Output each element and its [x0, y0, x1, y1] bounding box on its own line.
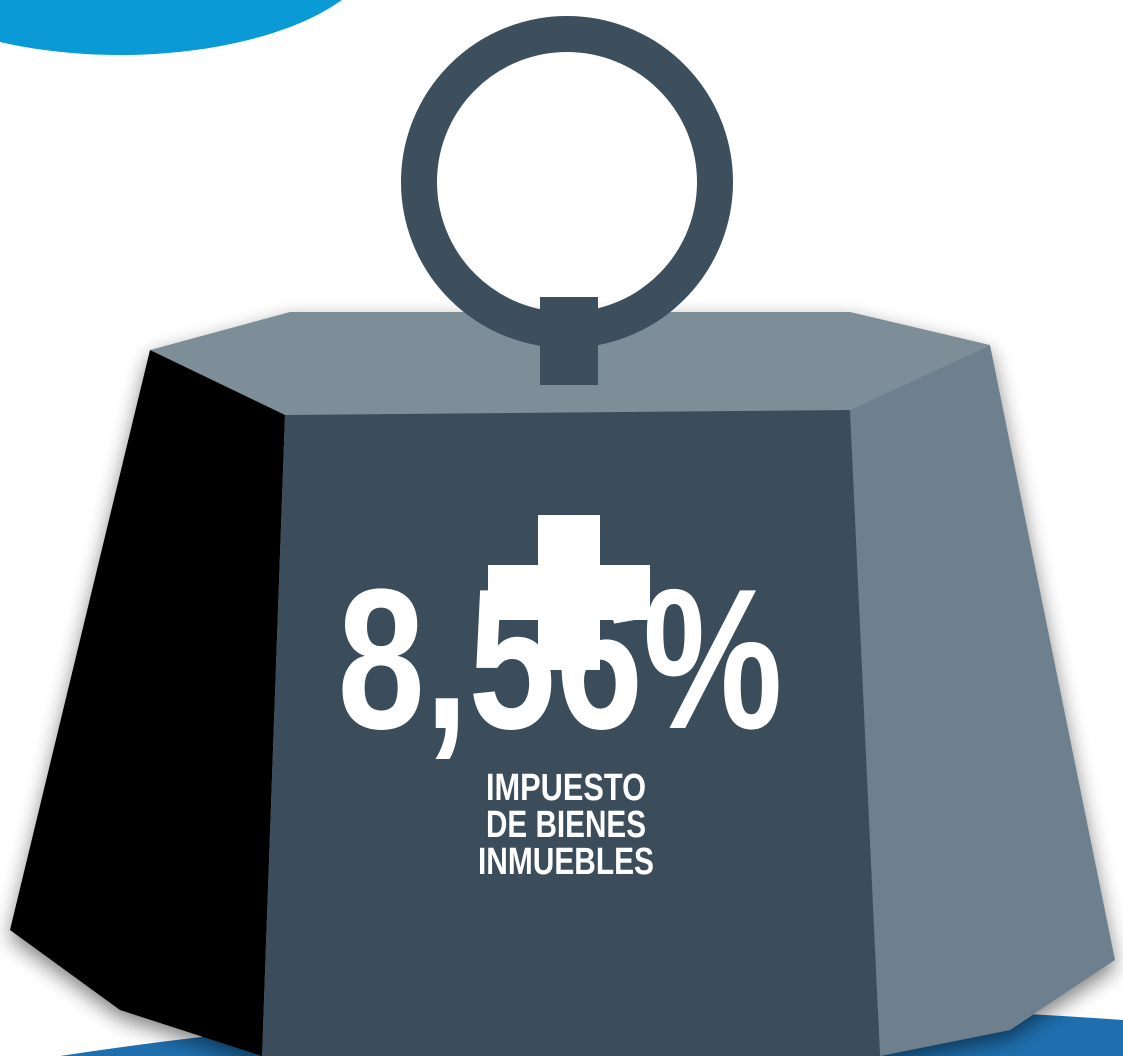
- stem: [540, 297, 598, 385]
- ring: [401, 16, 733, 348]
- caption-line: DE BIENES: [486, 804, 646, 846]
- weight-right: [850, 345, 1115, 1056]
- weight-front: [262, 410, 880, 1056]
- weight-left: [10, 350, 285, 1056]
- weight: [10, 312, 1115, 1056]
- caption-line: IMPUESTO: [486, 767, 646, 809]
- amount: 8,56%: [338, 548, 783, 771]
- plus-sign: [488, 515, 650, 670]
- caption-line: INMUEBLES: [478, 841, 654, 883]
- blue-blob: [0, 0, 342, 55]
